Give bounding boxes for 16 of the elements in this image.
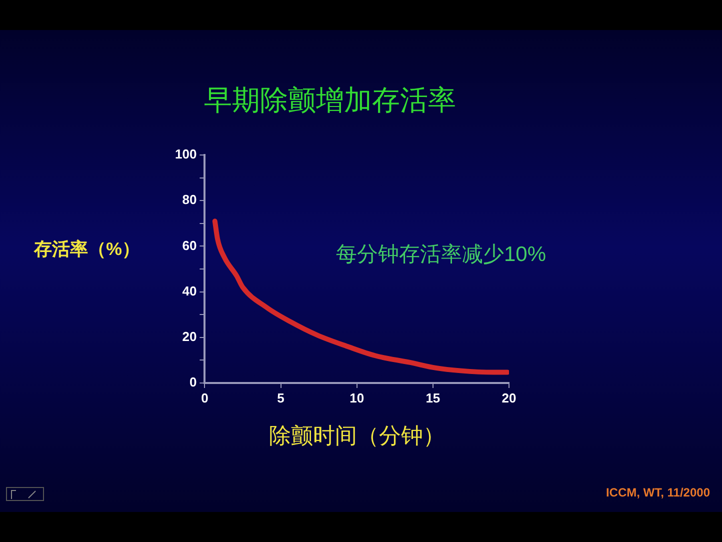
x-tick-label: 0 bbox=[201, 390, 208, 406]
y-axis-title: 存活率（%） bbox=[33, 238, 140, 259]
y-tick-label: 80 bbox=[182, 192, 197, 208]
y-tick-label: 20 bbox=[182, 328, 197, 344]
y-tick-label: 100 bbox=[174, 146, 197, 162]
y-tick-label: 40 bbox=[182, 283, 197, 298]
annotation: 每分钟存活率减少10% bbox=[336, 242, 546, 266]
y-tick-label: 60 bbox=[182, 238, 197, 253]
text: ICCM, WT, 11/2000 bbox=[606, 485, 710, 500]
chart-title: 早期除颤增加存活率 bbox=[204, 84, 456, 116]
x-tick-label: 5 bbox=[277, 390, 284, 406]
y-tick-label: 0 bbox=[189, 374, 197, 390]
x-tick-label: 10 bbox=[350, 390, 364, 406]
x-tick-label: 15 bbox=[426, 390, 440, 406]
x-tick-label: 20 bbox=[502, 390, 516, 406]
x-axis-title: 除颤时间（分钟） bbox=[268, 422, 445, 448]
